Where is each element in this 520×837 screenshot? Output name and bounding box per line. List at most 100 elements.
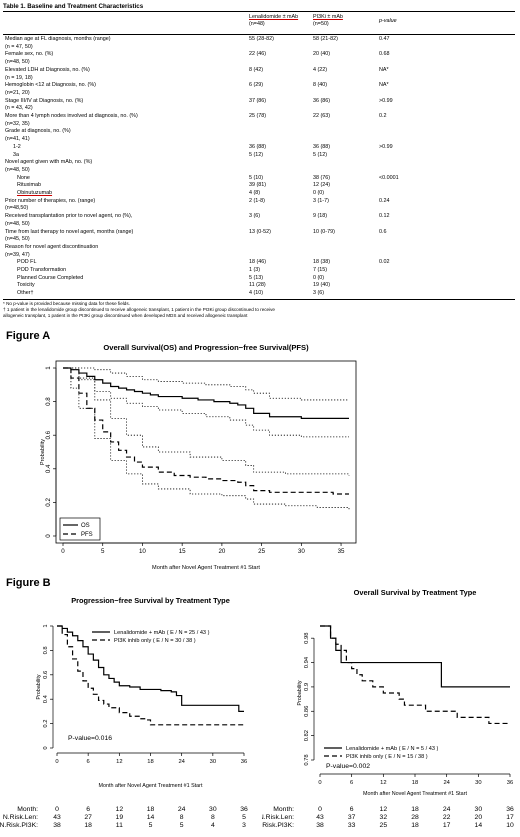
- x-tick-label: 24: [443, 780, 450, 786]
- x-tick-label: 12: [116, 759, 122, 765]
- p-value-annotation: P-value=0.002: [326, 763, 370, 770]
- row-pvalue: 0.02: [379, 259, 390, 266]
- risk-count-value: 14: [147, 814, 155, 821]
- baseline-characteristics-table: Table 1. Baseline and Treatment Characte…: [3, 2, 515, 318]
- row-label: (n=45, 50): [5, 236, 30, 243]
- risk-table-label: N.Risk.PI3K:: [0, 822, 38, 829]
- row-pvalue: >0.99: [379, 143, 393, 150]
- x-tick-label: 24: [178, 759, 185, 765]
- row-label: POD Transformation: [17, 267, 67, 273]
- row-label: Prior number of therapies, no. (range): [5, 197, 96, 204]
- p-value-annotation: P-value=0.016: [68, 735, 112, 742]
- table-body: Median age at FL diagnosis, months (rang…: [3, 35, 515, 318]
- legend: OS PFS: [59, 517, 101, 541]
- table-row: Grade at diagnosis, no. (%): [3, 128, 515, 136]
- row-pi3ki-value: 12 (24): [313, 182, 331, 189]
- risk-count-value: 37: [348, 814, 356, 821]
- x-tick-label: 0: [55, 759, 58, 765]
- row-label: Planned Course Completed: [17, 274, 84, 281]
- row-lenalidomide-value: 25 (78): [249, 113, 267, 119]
- row-lenalidomide-value: 18 (46): [249, 259, 267, 266]
- x-tick-label: 30: [475, 780, 481, 786]
- legend: Lenalidomide + mAb ( E / N = 5 / 43 ) PI3…: [324, 746, 438, 760]
- row-pi3ki-value: 3 (1-7): [313, 197, 329, 204]
- row-pi3ki-value: 58 (21-82): [313, 36, 338, 42]
- risk-count-value: 10: [506, 822, 514, 829]
- series-line-os-2: [63, 367, 349, 438]
- y-tick-label: 0.82: [304, 730, 310, 741]
- table-footnote: allogeneic transplant, 1 patient in the …: [3, 313, 248, 319]
- row-pi3ki-value: 22 (63): [313, 113, 331, 119]
- row-lenalidomide-value: 36 (88): [249, 143, 267, 150]
- series-line-os-1: [63, 367, 349, 401]
- row-pi3ki-value: 8 (40): [313, 82, 328, 89]
- figure-b-pfs-chart: Progression−free Survival by Treatment T…: [0, 596, 248, 829]
- x-tick-label: 0: [318, 780, 321, 786]
- table-row: (n=48, 50): [3, 221, 515, 229]
- table-row: Median age at FL diagnosis, months (rang…: [3, 36, 515, 44]
- table-row: 3a 5 (12) 5 (12): [3, 152, 515, 160]
- row-label: Obinutuzumab: [17, 190, 53, 196]
- x-tick-label: 36: [241, 759, 247, 765]
- row-lenalidomide-value: 3 (6): [249, 213, 261, 220]
- row-pvalue: <0.0001: [379, 174, 399, 181]
- risk-month-value: 12: [116, 806, 124, 813]
- risk-table-label: Month:: [17, 806, 38, 813]
- plot-frame: [55, 360, 357, 544]
- risk-count-value: 14: [475, 822, 483, 829]
- series-line-pfs-4: [63, 367, 350, 476]
- x-axis-label: Month after Novel Agent Treatment #1 Sta…: [363, 791, 467, 797]
- row-lenalidomide-value: 8 (42): [249, 66, 264, 73]
- table-row: (n=48, 50): [3, 59, 515, 67]
- row-lenalidomide-value: 2 (1-8): [249, 197, 265, 204]
- row-pi3ki-value: 10 (0-79): [313, 228, 335, 235]
- row-pvalue: 0.2: [379, 113, 387, 119]
- row-pvalue: 0.47: [379, 36, 390, 42]
- row-label: (n=39, 47): [5, 251, 30, 258]
- table-row: Stage III/IV at Diagnosis, no. (%) 37 (86…: [3, 98, 515, 106]
- row-lenalidomide-value: 4 (8): [249, 190, 261, 196]
- row-pvalue: >0.99: [379, 97, 393, 104]
- y-tick-label: 0.6: [45, 430, 52, 439]
- series-line-lenalidomide-0: [57, 625, 244, 712]
- y-tick-label: 0.78: [304, 754, 310, 765]
- y-tick-label: 0: [45, 534, 52, 538]
- header-pvalue: p-value: [379, 18, 397, 24]
- row-label: Time from last therapy to novel agent, m…: [5, 228, 134, 235]
- table-footnote: * No p-value is provided because missing…: [3, 300, 130, 306]
- table-row: Rituximab 39 (81) 12 (24): [3, 182, 515, 190]
- y-tick-label: 0.2: [45, 498, 52, 507]
- y-tick-label: 0.2: [43, 720, 49, 728]
- row-label: Grade at diagnosis, no. (%): [5, 128, 71, 135]
- x-tick-label: 35: [338, 548, 345, 555]
- row-pi3ki-value: 20 (40): [313, 51, 331, 58]
- row-pvalue: 0.6: [379, 228, 387, 235]
- row-lenalidomide-value: 5 (12): [249, 151, 264, 158]
- y-tick-label: 0.94: [304, 656, 310, 668]
- risk-count-value: 43: [316, 814, 324, 821]
- row-pi3ki-value: 36 (88): [313, 143, 331, 150]
- table-row: None 5 (10) 38 (76) <0.0001: [3, 175, 515, 183]
- row-pi3ki-value: 18 (38): [313, 259, 331, 266]
- row-label: (n=48, 50): [5, 220, 30, 227]
- table-row: More than 4 lymph nodes involved at diag…: [3, 113, 515, 121]
- table-row: (n=21, 20): [3, 90, 515, 98]
- y-tick-label: 0.6: [43, 671, 49, 679]
- risk-count-value: 22: [443, 814, 451, 821]
- table-footnote: † 1 patient in the lenalidomide group di…: [3, 307, 275, 312]
- row-pi3ki-value: 4 (22): [313, 66, 328, 73]
- row-pi3ki-value: 5 (12): [313, 151, 328, 158]
- risk-count-value: 18: [411, 822, 419, 829]
- table-row: (n=32, 35): [3, 121, 515, 129]
- row-pvalue: 0.12: [379, 213, 390, 220]
- row-label: Toxicity: [17, 282, 35, 289]
- row-label: Hemoglobin <12 at Diagnosis, no. (%): [5, 82, 96, 89]
- table-bottom-rule: [3, 298, 515, 300]
- x-axis-label: Month after Novel Agent Treatment #1 Sta…: [152, 565, 260, 571]
- row-lenalidomide-value: 37 (86): [249, 97, 267, 104]
- header-lenalidomide: Lenalidomide ± mAb: [249, 14, 299, 20]
- risk-count-value: 18: [84, 822, 92, 829]
- risk-count-value: 8: [180, 814, 184, 821]
- row-label: (n = 47, 50): [5, 43, 33, 50]
- chart-title: Progression−free Survival by Treatment T…: [71, 596, 230, 605]
